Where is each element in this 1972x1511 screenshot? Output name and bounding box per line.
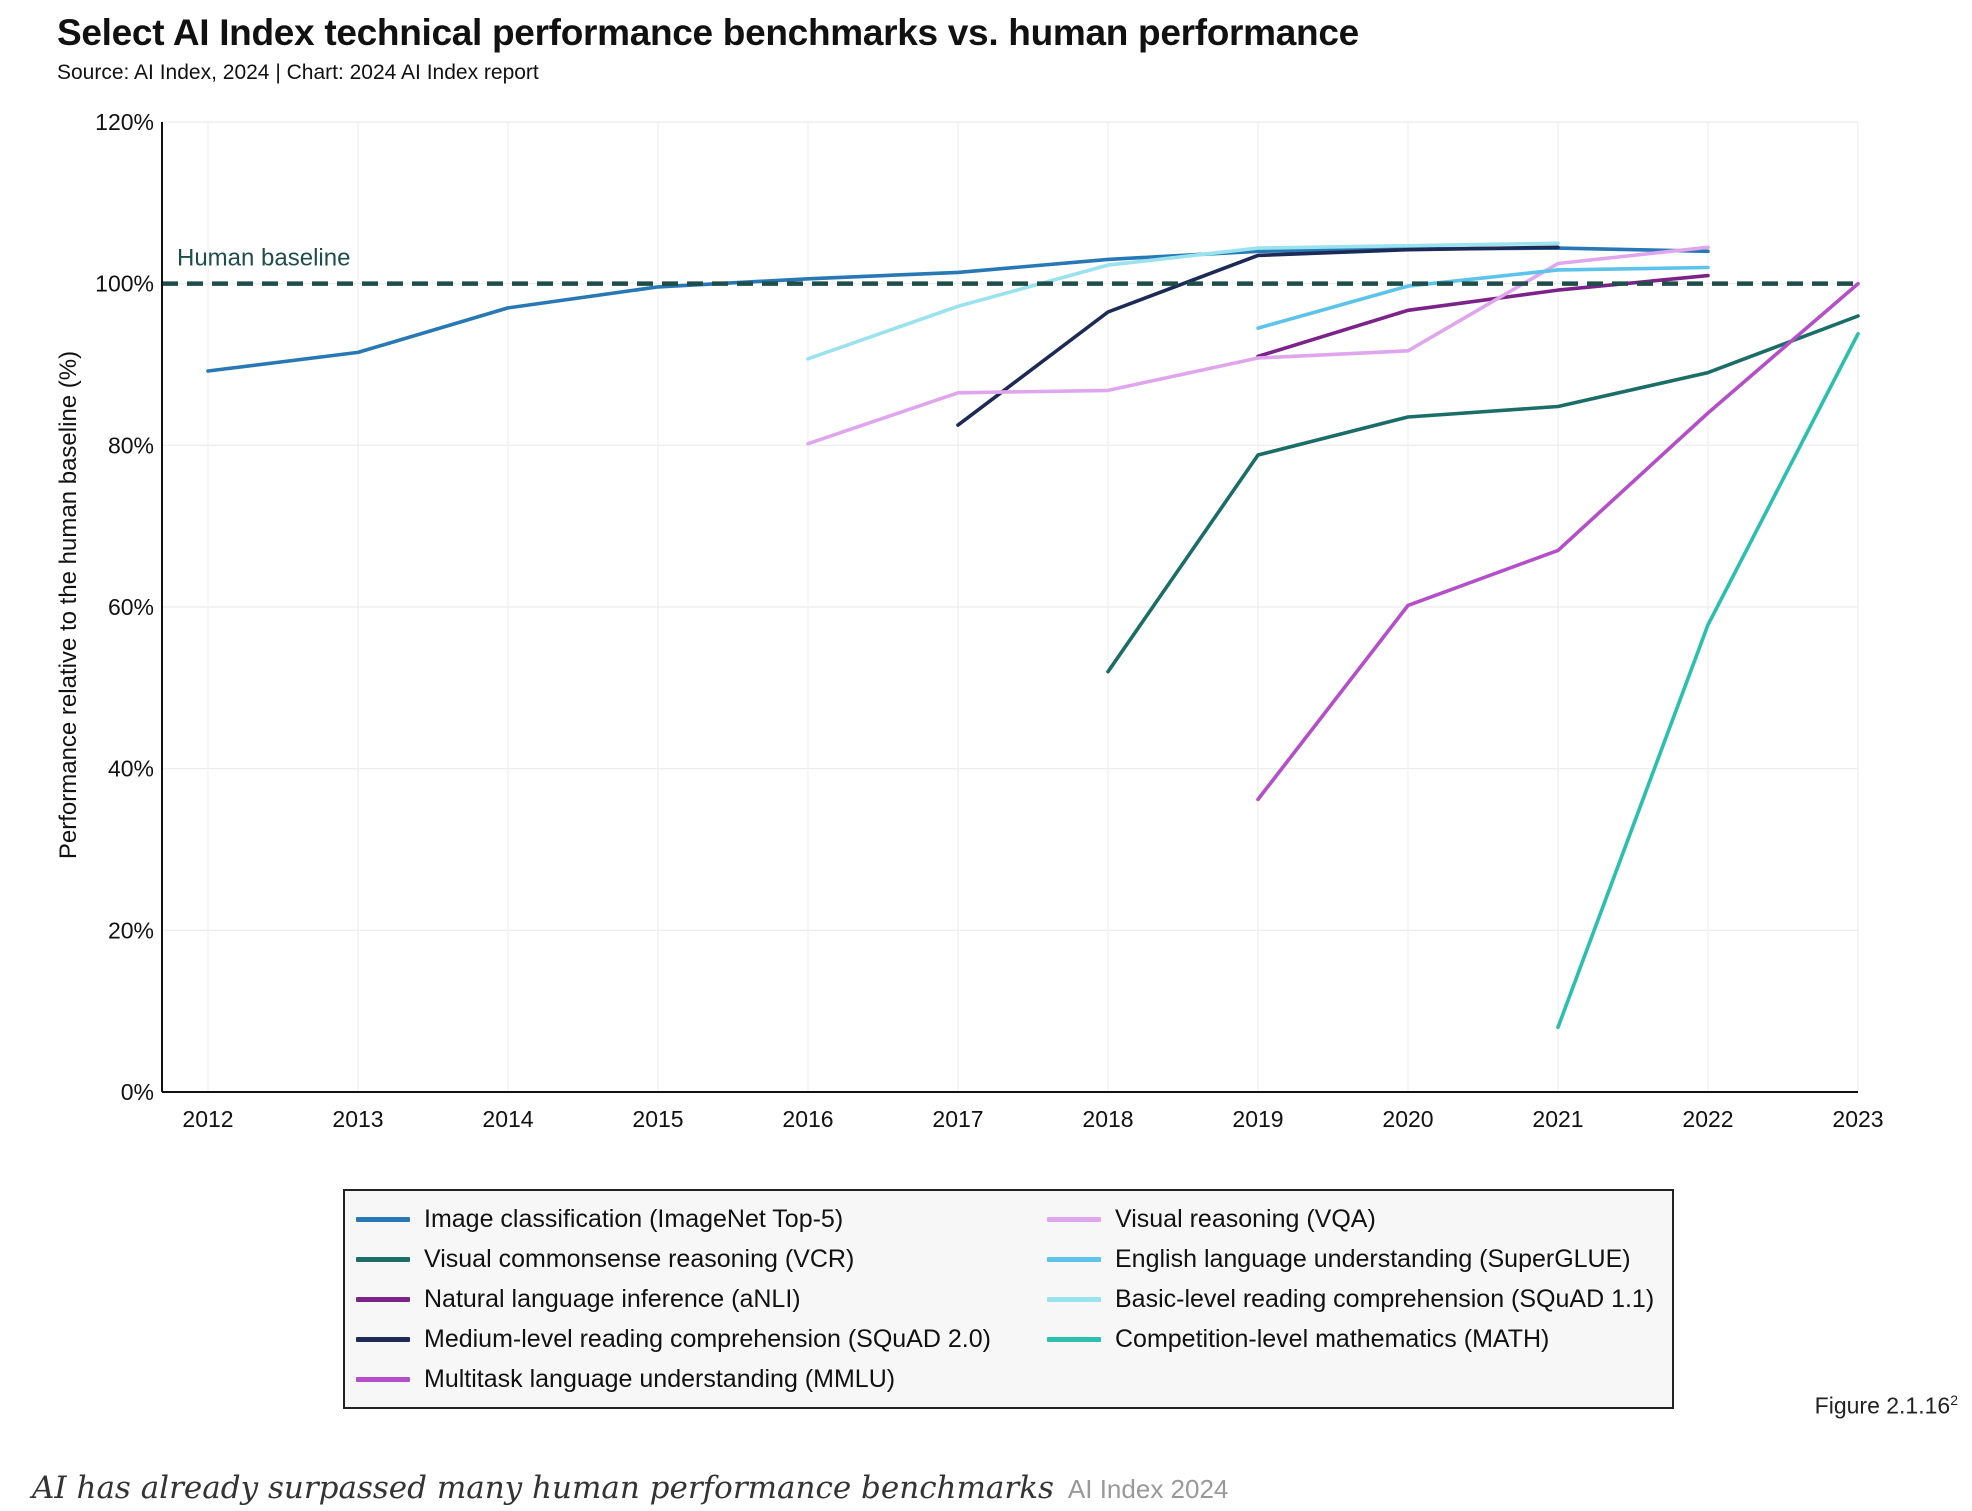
line-chart: 0%20%40%60%80%100%120% 2012 2013 2014 2015 2… — [55, 109, 1884, 1132]
legend-label: Natural language inference (aNLI) — [424, 1285, 801, 1313]
y-tick-label: 60% — [108, 594, 154, 620]
y-tick-label: 120% — [95, 109, 154, 135]
legend-item: Visual reasoning (VQA) — [1047, 1205, 1376, 1234]
legend-item: Competition-level mathematics (MATH) — [1047, 1325, 1549, 1354]
y-tick-labels: 0% 20% 40% 60% 80% 100% 120% — [95, 109, 154, 1105]
x-tick-label: 2015 — [632, 1106, 683, 1132]
x-tick-label: 2016 — [782, 1106, 833, 1132]
human-baseline-label: Human baseline — [177, 245, 350, 272]
series-line-4 — [956, 245, 1560, 427]
y-tick-label: 0% — [121, 1079, 154, 1105]
legend-label: Visual commonsense reasoning (VCR) — [424, 1245, 855, 1273]
legend-swatch — [1047, 1257, 1101, 1262]
legend-item: English language understanding (SuperGLU… — [1047, 1245, 1631, 1274]
legend-swatch — [1047, 1217, 1101, 1222]
image-caption: AI has already surpassed many human perf… — [32, 1470, 1228, 1506]
legend-item: Image classification (ImageNet Top-5) — [356, 1205, 843, 1234]
legend-swatch — [1047, 1297, 1101, 1302]
figure-label-superscript: 2 — [1950, 1392, 1958, 1408]
legend-swatch — [356, 1297, 410, 1302]
y-tick-label: 100% — [95, 271, 154, 297]
x-tick-label: 2022 — [1682, 1106, 1733, 1132]
legend-label: Visual reasoning (VQA) — [1115, 1205, 1376, 1233]
series-line-9 — [1556, 332, 1860, 1030]
series-line-2 — [1106, 314, 1860, 674]
x-tick-label: 2019 — [1232, 1106, 1283, 1132]
series-line-6 — [806, 245, 1710, 446]
legend-label: English language understanding (SuperGLU… — [1115, 1245, 1631, 1273]
x-tick-label: 2017 — [932, 1106, 983, 1132]
figure-label-text: Figure 2.1.16 — [1814, 1392, 1951, 1419]
chart-title: Select AI Index technical performance be… — [57, 12, 1359, 53]
legend-label: Multitask language understanding (MMLU) — [424, 1365, 896, 1393]
legend-swatch — [356, 1217, 410, 1222]
legend-item: Visual commonsense reasoning (VCR) — [356, 1245, 854, 1274]
chart-subtitle: Source: AI Index, 2024 | Chart: 2024 AI … — [57, 61, 539, 84]
series-line-5 — [1256, 281, 1860, 802]
caption-text: AI has already surpassed many human perf… — [32, 1470, 1054, 1506]
axes — [161, 122, 1858, 1093]
legend-label: Medium-level reading comprehension (SQuA… — [424, 1325, 991, 1353]
y-axis-label: Performance relative to the human baseli… — [55, 351, 82, 859]
legend-label: Competition-level mathematics (MATH) — [1115, 1325, 1550, 1353]
baseline-layer: Human baseline — [162, 245, 1858, 286]
legend-swatch — [356, 1257, 410, 1262]
legend-swatch — [1047, 1337, 1101, 1342]
series-line-8 — [806, 241, 1560, 361]
legend-swatch — [356, 1377, 410, 1382]
x-tick-label: 2018 — [1082, 1106, 1133, 1132]
x-tick-label: 2023 — [1832, 1106, 1883, 1132]
series-lines — [206, 241, 1860, 1030]
legend-item: Basic-level reading comprehension (SQuAD… — [1047, 1285, 1654, 1314]
series-line-7 — [1256, 265, 1710, 330]
y-tick-label: 20% — [108, 917, 154, 943]
x-tick-label: 2020 — [1382, 1106, 1433, 1132]
legend-label: Image classification (ImageNet Top-5) — [424, 1205, 844, 1233]
legend-item: Medium-level reading comprehension (SQuA… — [356, 1325, 991, 1354]
legend-label: Basic-level reading comprehension (SQuAD… — [1115, 1285, 1655, 1313]
legend-item: Natural language inference (aNLI) — [356, 1285, 801, 1314]
figure-label: Figure 2.1.162 — [1815, 1392, 1958, 1420]
y-tick-label: 40% — [108, 756, 154, 782]
caption-source: AI Index 2024 — [1067, 1474, 1229, 1504]
x-tick-label: 2014 — [482, 1106, 533, 1132]
legend-item: Multitask language understanding (MMLU) — [356, 1365, 895, 1394]
x-tick-label: 2021 — [1532, 1106, 1583, 1132]
y-tick-label: 80% — [108, 432, 154, 458]
x-tick-labels: 2012 2013 2014 2015 2016 2017 2018 2019 2020 2021… — [182, 1106, 1883, 1132]
x-tick-label: 2013 — [332, 1106, 383, 1132]
chart-legend: Image classification (ImageNet Top-5) Vis… — [343, 1189, 1674, 1409]
series-line-3 — [1256, 273, 1710, 359]
x-tick-label: 2012 — [182, 1106, 233, 1132]
legend-swatch — [356, 1337, 410, 1342]
